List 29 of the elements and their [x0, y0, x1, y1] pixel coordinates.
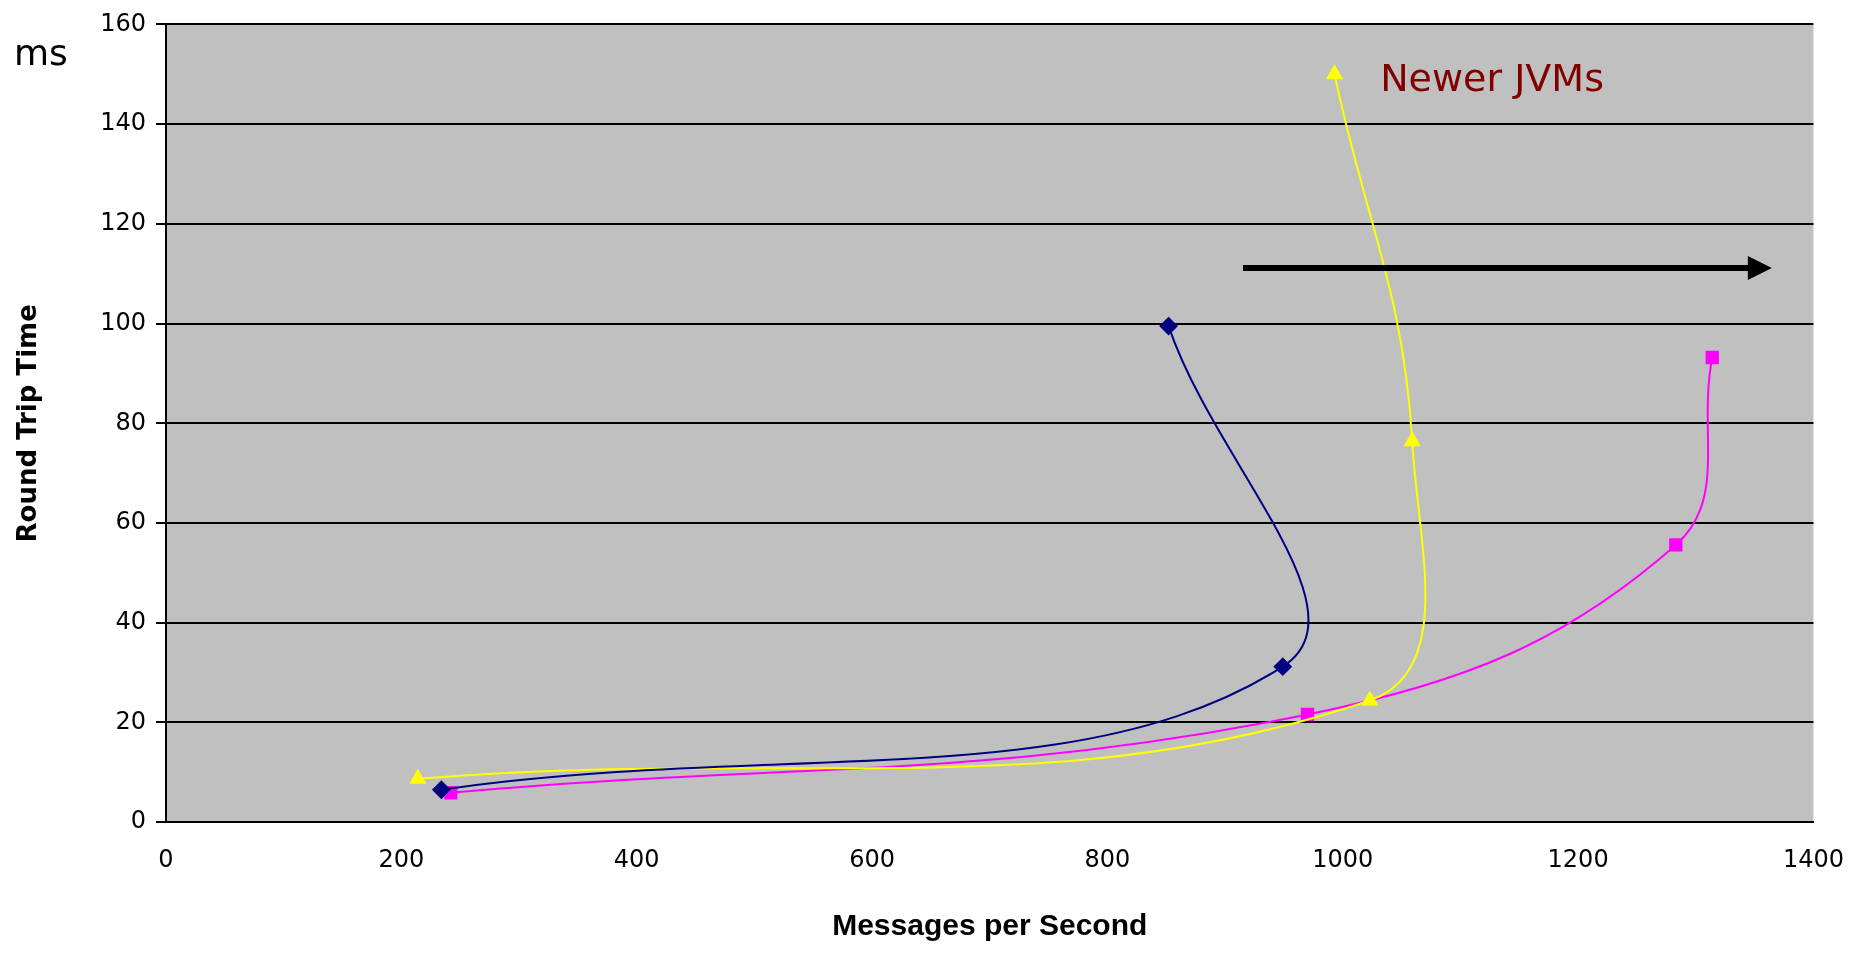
point — [1273, 657, 1292, 676]
y-tick-label: 0 — [130, 806, 147, 835]
x-tick-label: 400 — [613, 844, 660, 873]
point — [1326, 65, 1343, 80]
point — [1404, 432, 1421, 447]
y-tick-label: 140 — [100, 108, 147, 137]
y-tick-label: 120 — [100, 208, 147, 237]
x-tick-label: 0 — [158, 844, 174, 873]
x-tick-label: 1400 — [1782, 844, 1844, 873]
point — [1705, 350, 1719, 365]
point — [1159, 317, 1178, 336]
y-tick-label: 20 — [115, 706, 147, 735]
y-tick-label: 40 — [115, 606, 147, 635]
text: ms — [14, 32, 68, 74]
point — [1669, 538, 1683, 552]
x-tick-label: 1000 — [1312, 844, 1374, 873]
point — [1361, 691, 1378, 706]
x-tick-label: 1200 — [1547, 844, 1609, 873]
y-axis-title: Round Trip Time — [12, 304, 43, 543]
y-tick-label: 100 — [100, 307, 147, 336]
y-tick-label: 160 — [100, 8, 147, 37]
x-tick-label: 600 — [849, 844, 895, 873]
y-tick-label: 80 — [115, 407, 147, 436]
x-tick-label: 200 — [378, 844, 425, 873]
x-tick-label: 800 — [1084, 844, 1131, 873]
point — [432, 780, 451, 799]
y-tick-label: 60 — [115, 507, 147, 536]
annotation: Newer JVMs — [1380, 56, 1604, 101]
x-axis-title: Messages per Second — [832, 908, 1148, 942]
